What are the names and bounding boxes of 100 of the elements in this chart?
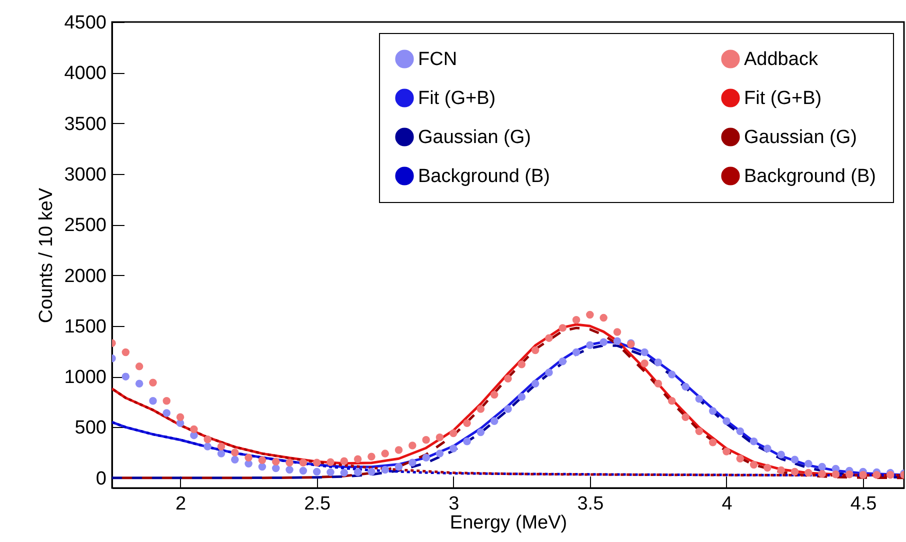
point: [340, 468, 348, 477]
point: [176, 413, 184, 421]
point: [354, 468, 362, 476]
point: [764, 444, 772, 452]
legend-label: Fit (G+B): [418, 88, 496, 109]
point: [190, 425, 198, 434]
point: [299, 458, 308, 467]
point: [326, 468, 334, 476]
point: [804, 468, 812, 477]
point: [394, 446, 403, 454]
legend-label: Background (B): [744, 166, 876, 187]
point: [408, 442, 416, 450]
point: [217, 450, 226, 458]
point: [272, 464, 280, 472]
point: [135, 362, 144, 370]
point: [750, 460, 758, 469]
point: [436, 450, 444, 458]
point: [586, 341, 594, 350]
point: [682, 413, 690, 421]
point: [722, 448, 730, 456]
point: [708, 438, 717, 446]
legend-label: Fit (G+B): [744, 88, 822, 109]
x-tick-label: 3.5: [577, 494, 604, 514]
legend-label: Gaussian (G): [744, 127, 857, 148]
point: [381, 450, 389, 458]
point: [476, 405, 485, 413]
point: [463, 419, 471, 428]
point: [654, 358, 662, 366]
point: [450, 429, 458, 438]
point: [381, 466, 389, 474]
point: [244, 454, 252, 462]
point: [558, 358, 566, 366]
point: [394, 462, 403, 471]
point: [354, 455, 362, 463]
point: [340, 457, 348, 466]
point: [640, 348, 648, 356]
legend-label: Background (B): [418, 166, 550, 187]
y-tick-label: 1500: [64, 316, 106, 338]
legend-label: Gaussian (G): [418, 127, 531, 148]
point: [846, 470, 854, 478]
point: [368, 452, 376, 460]
y-tick-label: 4500: [64, 12, 106, 34]
point: [832, 470, 840, 478]
point: [640, 360, 648, 368]
y-axis-title: Counts / 10 keV: [36, 188, 58, 324]
point: [231, 448, 239, 456]
point: [818, 462, 826, 471]
point: [122, 372, 130, 380]
point: [695, 427, 704, 436]
point: [736, 427, 744, 436]
point: [818, 470, 826, 478]
point: [654, 380, 662, 388]
y-tick-label: 500: [74, 418, 106, 439]
point: [286, 458, 294, 467]
point: [613, 328, 622, 336]
point: [258, 462, 266, 471]
point: [531, 380, 540, 388]
point: [736, 454, 744, 462]
point: [708, 407, 717, 415]
point: [518, 360, 526, 368]
point: [777, 450, 785, 458]
y-tick-label: 4000: [64, 63, 106, 84]
y-tick-label: 3500: [64, 114, 106, 135]
point: [286, 466, 294, 474]
point: [162, 409, 170, 417]
y-tick-label: 2000: [64, 266, 106, 287]
point: [518, 392, 526, 401]
legend-label: FCN: [418, 49, 458, 70]
point: [682, 382, 690, 391]
point: [668, 397, 676, 405]
point: [777, 466, 785, 474]
x-tick-label: 2: [175, 494, 186, 514]
point: [272, 458, 280, 466]
point: [258, 456, 266, 464]
point: [162, 397, 170, 405]
point: [490, 417, 498, 426]
point: [135, 380, 144, 388]
point: [804, 460, 812, 468]
point: [122, 348, 130, 356]
point: [668, 370, 676, 378]
point: [558, 324, 566, 332]
point: [463, 438, 471, 446]
y-tick-label: 0: [96, 468, 106, 490]
point: [764, 464, 772, 472]
y-tick-label: 1000: [64, 367, 106, 388]
x-tick-label: 2.5: [304, 494, 331, 514]
point: [408, 458, 416, 467]
y-tick-label: 3000: [64, 164, 106, 186]
point: [545, 334, 553, 342]
point: [476, 428, 485, 436]
x-tick-label: 4: [722, 494, 733, 514]
point: [217, 442, 226, 450]
point: [572, 348, 580, 356]
point: [368, 468, 376, 476]
point: [204, 442, 212, 450]
point: [750, 438, 758, 446]
point: [600, 338, 608, 346]
point: [231, 456, 239, 464]
point: [545, 368, 553, 376]
y-tick-label: 2500: [64, 215, 106, 236]
